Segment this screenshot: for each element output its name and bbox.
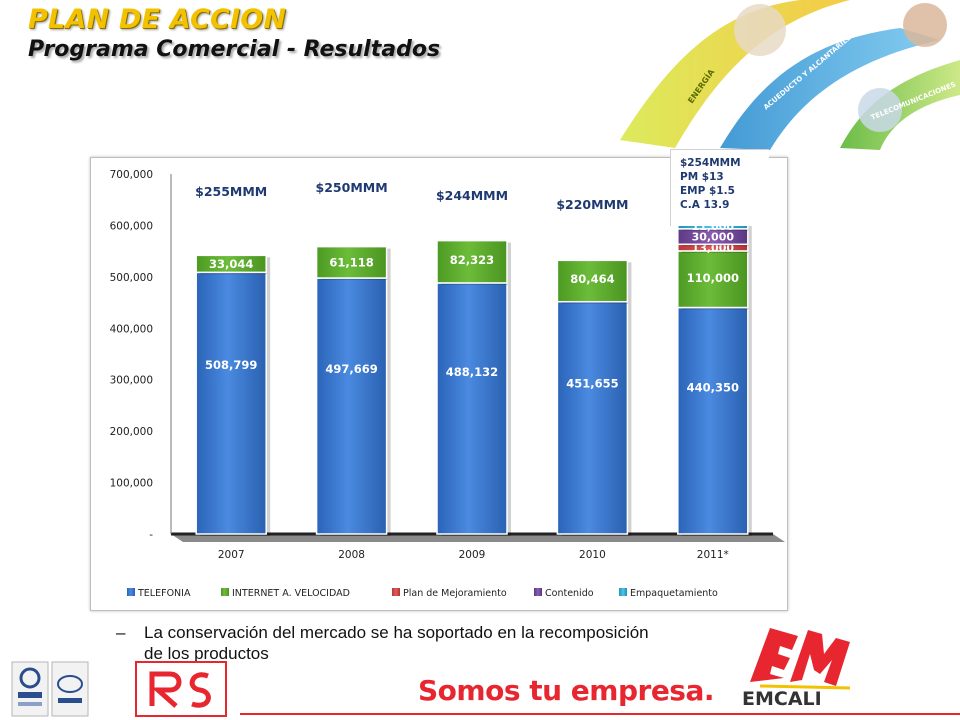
forecast-annotation-box: $254MMM PM $13 EMP $1.5 C.A 13.9 — [670, 149, 769, 226]
bullet-text: La conservación del mercado se ha soport… — [144, 623, 649, 663]
legend-label: TELEFONIA — [137, 588, 191, 599]
slide-title: PLAN DE ACCION — [28, 4, 287, 35]
revenue-annotation: $244MMM — [436, 188, 508, 203]
bar-data-label: 80,464 — [570, 272, 614, 286]
bullet-dash: – — [116, 623, 126, 642]
x-tick-label: 2009 — [459, 549, 486, 561]
slogan: Somos tu empresa. — [418, 674, 715, 707]
footer-divider — [240, 713, 960, 715]
bar-segment — [315, 245, 388, 279]
bar-segment — [436, 282, 508, 535]
forecast-emp: EMP $1.5 — [680, 185, 735, 197]
emcali-logo-mark — [750, 628, 851, 690]
x-tick-label: 2010 — [579, 549, 606, 561]
bar-data-label: 440,350 — [687, 380, 739, 394]
bar-segment — [556, 259, 629, 303]
bar-data-label: 497,669 — [325, 362, 377, 376]
y-tick-label: 700,000 — [110, 169, 153, 181]
bar-data-label: 30,000 — [692, 231, 735, 244]
bar-segment — [436, 239, 508, 284]
chart-frame: - 100,000 200,000 300,000 400,000 500,000 600,… — [90, 157, 788, 611]
bar-segment — [195, 254, 267, 274]
legend-swatch — [619, 588, 627, 596]
bar-data-label: 488,132 — [446, 365, 498, 379]
banner-stripe-energia — [620, 0, 850, 148]
y-tick-label: - — [149, 529, 153, 541]
banner-photo-computer — [858, 88, 902, 132]
bar-segment — [677, 250, 749, 309]
banner-photo-child — [903, 3, 947, 47]
forecast-ca: C.A 13.9 — [680, 199, 730, 211]
legend-swatch — [127, 588, 135, 596]
legend-label: Empaquetamiento — [630, 588, 718, 599]
y-tick-label: 100,000 — [110, 478, 153, 490]
legend-label: Contenido — [545, 588, 594, 599]
bar-data-label: 61,118 — [329, 255, 373, 269]
bar-segment — [677, 306, 749, 535]
banner-decoration: ENERGÍA ACUEDUCTO Y ALCANTARILLADO TELEC… — [620, 0, 960, 150]
bar-data-label: 82,323 — [450, 253, 494, 267]
bar-segment — [315, 277, 388, 535]
certification-logos — [11, 661, 89, 717]
forecast-pm: PM $13 — [680, 171, 724, 183]
stacked-bar-chart: - 100,000 200,000 300,000 400,000 500,000 600,… — [110, 169, 785, 599]
rs-social-logo — [135, 661, 227, 717]
bar-segment — [195, 271, 267, 535]
y-tick-label: 200,000 — [110, 426, 153, 438]
legend-label: INTERNET A. VELOCIDAD — [232, 588, 350, 599]
emcali-logo-text: EMCALI — [742, 688, 822, 710]
x-tick-label: 2011* — [697, 549, 729, 561]
revenue-annotation: $255MMM — [195, 184, 267, 199]
bar-data-label: 33,044 — [209, 257, 253, 271]
legend-label: Plan de Mejoramiento — [403, 588, 507, 599]
forecast-total: $254MMM — [680, 157, 741, 169]
y-tick-label: 300,000 — [110, 375, 153, 387]
bar-data-label: 451,655 — [566, 377, 618, 391]
x-tick-label: 2007 — [218, 549, 245, 561]
legend-swatch — [221, 588, 229, 596]
bar-data-label: 508,799 — [205, 358, 257, 372]
slide-subtitle: Programa Comercial - Resultados — [28, 37, 441, 62]
revenue-annotation: $220MMM — [556, 197, 628, 212]
y-tick-label: 500,000 — [110, 272, 153, 284]
revenue-annotation: $250MMM — [316, 180, 388, 195]
y-tick-label: 600,000 — [110, 220, 153, 232]
plot-floor-shadow — [171, 534, 785, 542]
y-tick-label: 400,000 — [110, 323, 153, 335]
legend-swatch — [534, 588, 542, 596]
banner-photo-family — [734, 4, 786, 56]
x-tick-label: 2008 — [338, 549, 365, 561]
banner-stripe-acueducto — [720, 28, 940, 150]
bar-segment — [556, 300, 629, 535]
legend-swatch — [392, 588, 400, 596]
title-block: PLAN DE ACCION Programa Comercial - Resu… — [28, 4, 440, 62]
bar-data-label: 110,000 — [687, 271, 739, 285]
